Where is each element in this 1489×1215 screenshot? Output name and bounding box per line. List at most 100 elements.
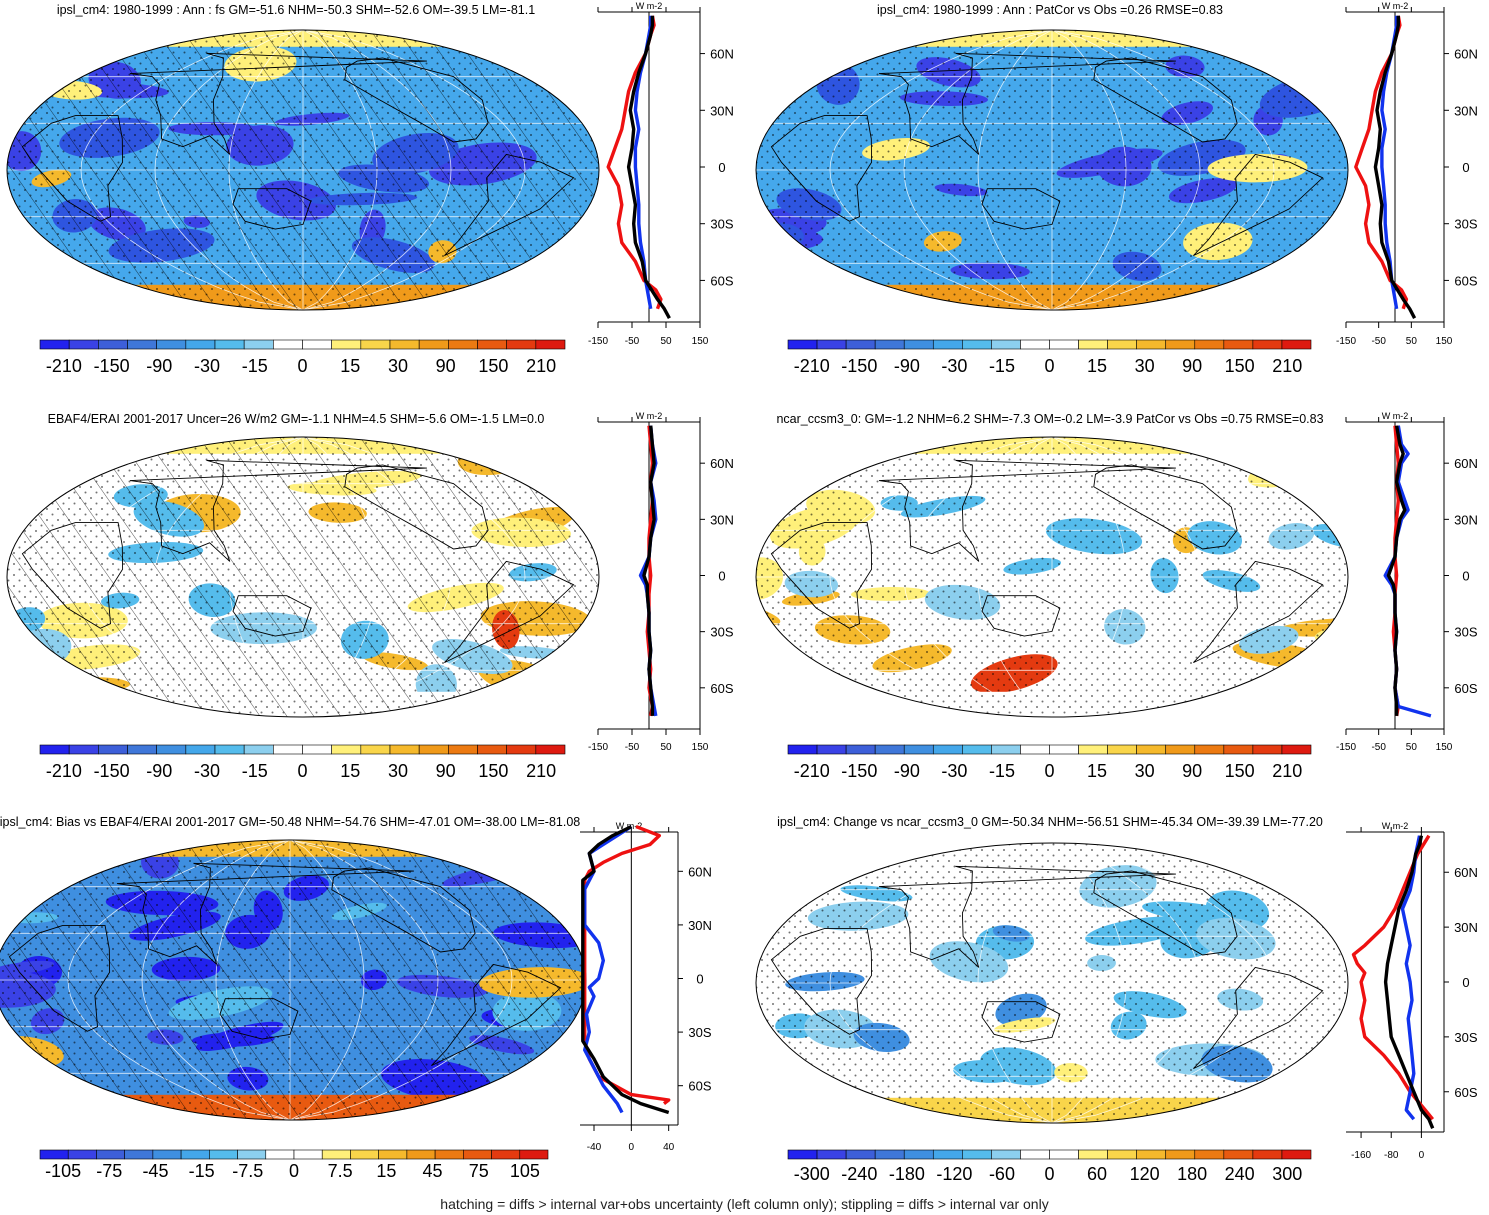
colorbar-tick-label: 0 (297, 356, 307, 376)
colorbar-swatch (185, 339, 216, 350)
colorbar-swatch (816, 339, 847, 350)
zonal-x-tick-label: 50 (1406, 742, 1418, 753)
colorbar-tick-label: 7.5 (328, 1161, 353, 1181)
colorbar-swatch (991, 744, 1021, 755)
colorbar-tick-label: 240 (1225, 1164, 1255, 1184)
colorbar-swatch (96, 1149, 125, 1160)
colorbar-swatch (331, 339, 362, 350)
colorbar-tick-label: -30 (194, 761, 220, 781)
colorbar-tick-label: -7.5 (232, 1161, 263, 1181)
colorbar-swatch (214, 744, 245, 755)
colorbar-swatch (378, 1149, 408, 1160)
colorbar-tick-label: 150 (1225, 761, 1255, 781)
stippling-overlay (756, 843, 1348, 1123)
colorbar-swatch (1252, 339, 1283, 350)
colorbar-swatch (932, 1149, 963, 1160)
colorbar-swatch (1223, 339, 1254, 350)
colorbar-tick-label: -210 (794, 761, 830, 781)
colorbar-swatch (389, 339, 420, 350)
colorbar-swatch (406, 1149, 436, 1160)
lat-tick-label: 30S (710, 217, 733, 232)
map-outline (755, 436, 1349, 718)
map-field (7, 437, 599, 717)
colorbar-swatch (448, 339, 478, 350)
zonal-x-tick-label: 150 (1436, 742, 1453, 753)
unit-label: W m-2 (1382, 411, 1409, 421)
colorbar-tick-label: 150 (1225, 356, 1255, 376)
zonal-x-tick-label: 150 (692, 742, 709, 753)
lat-tick-label: 30N (710, 103, 734, 118)
stippling-overlay (756, 437, 1348, 717)
colorbar-tick-label: -15 (989, 761, 1015, 781)
zonal-series-black (1383, 835, 1435, 1129)
colorbar-swatch (1281, 1149, 1312, 1160)
colorbar-tick-label: -120 (936, 1164, 972, 1184)
colorbar-tick-label: -240 (841, 1164, 877, 1184)
colorbar-swatch (1223, 744, 1254, 755)
zonal-mean-plot: W m-2 60N 30N 0 30S 60S -150 -50 50 150 (1336, 1, 1478, 347)
lat-tick-label: 30S (1454, 217, 1477, 232)
zonal-x-tick-label: -50 (1371, 336, 1386, 347)
colorbar-swatch (124, 1149, 154, 1160)
stippling-overlay (756, 30, 1348, 310)
zonal-series-black (1386, 425, 1407, 716)
lat-tick-label: 60S (1454, 273, 1477, 288)
colorbar-swatch (1252, 744, 1283, 755)
colorbar-swatch (519, 1149, 549, 1160)
zonal-mean-plot: W m-2 60N 30N 0 30S 60S -150 -50 50 150 (588, 1, 734, 347)
zonal-x-tick-label: -150 (1336, 742, 1356, 753)
panel-middle-left: EBAF4/ERAI 2001-2017 Uncer=26 W/m2 GM=-1… (6, 411, 734, 781)
colorbar-tick-label: -210 (46, 356, 82, 376)
lat-tick-label: 60N (710, 456, 734, 471)
zonal-x-tick-label: 0 (1419, 1150, 1425, 1161)
colorbar-swatch (302, 744, 332, 755)
lat-tick-label: 60S (688, 1079, 711, 1094)
colorbar-swatch (1223, 1149, 1254, 1160)
lat-tick-label: 30N (1454, 920, 1478, 935)
lat-tick-label: 60N (710, 47, 734, 62)
colorbar-swatch (68, 339, 99, 350)
colorbar-swatch (350, 1149, 379, 1160)
colorbar-swatch (152, 1149, 182, 1160)
colorbar-tick-label: -15 (242, 761, 268, 781)
zonal-mean-plot: W m-2 60N 30N 0 30S 60S -150 -50 50 150 (588, 411, 734, 753)
zonal-series-blue (1383, 425, 1432, 718)
colorbar-swatch (845, 1149, 876, 1160)
map-field (756, 437, 1348, 717)
colorbar-tick-label: 0 (289, 1161, 299, 1181)
zonal-x-tick-label: 150 (1436, 336, 1453, 347)
colorbar-swatch (156, 744, 187, 755)
colorbar-swatch (302, 339, 332, 350)
colorbar-swatch (98, 339, 128, 350)
colorbar-tick-label: 15 (1087, 356, 1107, 376)
colorbar-tick-label: 0 (1044, 356, 1054, 376)
colorbar-tick-label: -15 (989, 356, 1015, 376)
colorbar-swatch (1252, 1149, 1283, 1160)
colorbar-swatch (180, 1149, 210, 1160)
colorbar-tick-label: -15 (242, 356, 268, 376)
colorbar-swatch (477, 744, 507, 755)
hatching-overlay (0, 840, 586, 1120)
colorbar-tick-label: -210 (46, 761, 82, 781)
colorbar-swatch (98, 744, 128, 755)
colorbar: -210 -150 -90 -30 -15 0 15 30 90 150 210 (39, 339, 566, 376)
colorbar-tick-label: -300 (794, 1164, 830, 1184)
colorbar-tick-label: -90 (146, 761, 172, 781)
panel-middle-right: ncar_ccsm3_0: GM=-1.2 NHM=6.2 SHM=-7.3 O… (755, 411, 1478, 781)
colorbar-tick-label: 0 (1044, 761, 1054, 781)
colorbar-tick-label: 180 (1177, 1164, 1207, 1184)
zonal-x-tick-label: -50 (1371, 742, 1386, 753)
colorbar-tick-label: -60 (989, 1164, 1015, 1184)
colorbar-swatch (1136, 744, 1167, 755)
colorbar-swatch (1136, 339, 1167, 350)
lat-tick-label: 60N (1454, 865, 1478, 880)
colorbar-tick-label: 150 (478, 356, 508, 376)
lat-tick-label: 0 (718, 160, 725, 175)
zonal-x-tick-label: -50 (625, 742, 640, 753)
colorbar-swatch (448, 744, 478, 755)
colorbar-swatch (962, 339, 992, 350)
colorbar-tick-label: -30 (941, 761, 967, 781)
zonal-x-tick-label: 50 (660, 742, 672, 753)
lat-tick-label: 0 (718, 569, 725, 584)
